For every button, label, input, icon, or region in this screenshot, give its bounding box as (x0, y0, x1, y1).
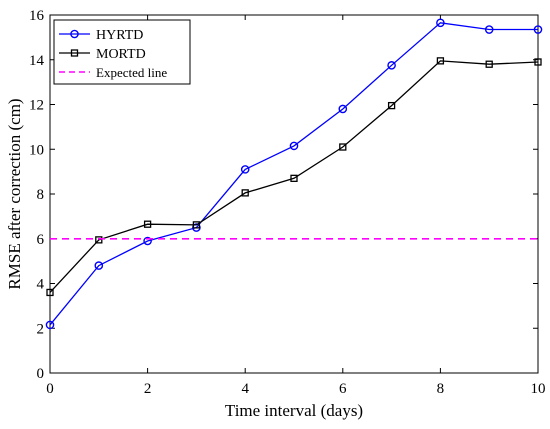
y-tick-label: 8 (37, 187, 45, 203)
data-point-mortd (387, 101, 396, 110)
y-tick-label: 2 (37, 321, 45, 337)
legend-label-expected-line: Expected line (96, 65, 167, 80)
y-tick-label: 10 (29, 142, 44, 158)
data-point-mortd (290, 174, 298, 182)
x-tick-label: 4 (241, 381, 249, 397)
data-point-mortd (436, 57, 445, 65)
x-tick-label: 6 (339, 381, 347, 397)
legend-label-mortd: MORTD (96, 47, 146, 62)
x-tick-label: 0 (46, 381, 54, 397)
data-point-mortd (485, 60, 493, 68)
data-point-hyrtd (289, 141, 299, 151)
y-tick-label: 4 (37, 277, 45, 293)
data-point-hyrtd (143, 236, 152, 246)
legend-entry-expected-line: Expected line (59, 65, 167, 80)
data-point-hyrtd (387, 61, 396, 70)
data-point-hyrtd (533, 25, 543, 34)
legend-marker-hyrtd (70, 29, 79, 39)
data-point-hyrtd (484, 25, 494, 34)
series-line-hyrtd (49, 22, 538, 326)
y-tick-label: 16 (29, 8, 45, 24)
data-point-mortd (95, 236, 103, 244)
y-tick-label: 12 (29, 98, 44, 114)
data-point-hyrtd (436, 18, 445, 28)
axis-ticks: 0 2 4 6 8 10 0 2 4 6 8 10 12 14 16 (29, 8, 546, 397)
series-layer (45, 18, 543, 330)
series-line-mortd (49, 60, 539, 293)
legend-label-hyrtd: HYRTD (96, 28, 143, 43)
y-tick-label: 0 (37, 366, 45, 382)
legend-marker-mortd (70, 49, 79, 57)
data-point-mortd (339, 143, 347, 151)
data-point-hyrtd (45, 320, 55, 330)
data-point-mortd (192, 221, 201, 229)
data-point-mortd (241, 189, 249, 197)
x-tick-label: 10 (531, 381, 546, 397)
y-tick-label: 6 (37, 232, 45, 248)
data-point-mortd (534, 58, 542, 66)
data-point-mortd (143, 220, 152, 228)
data-point-hyrtd (94, 261, 104, 270)
data-point-hyrtd (338, 104, 348, 114)
x-tick-label: 2 (144, 381, 152, 397)
x-tick-label: 8 (437, 381, 445, 397)
y-tick-label: 14 (29, 53, 45, 69)
legend-entry-hyrtd: HYRTD (59, 28, 143, 43)
legend-entry-mortd: MORTD (59, 47, 146, 62)
y-axis-title: RMSE after correction (cm) (5, 98, 24, 289)
x-axis-title: Time interval (days) (225, 401, 363, 420)
data-point-mortd (46, 288, 54, 297)
legend: HYRTD MORTD Expected line (53, 19, 191, 85)
data-point-hyrtd (240, 165, 250, 174)
